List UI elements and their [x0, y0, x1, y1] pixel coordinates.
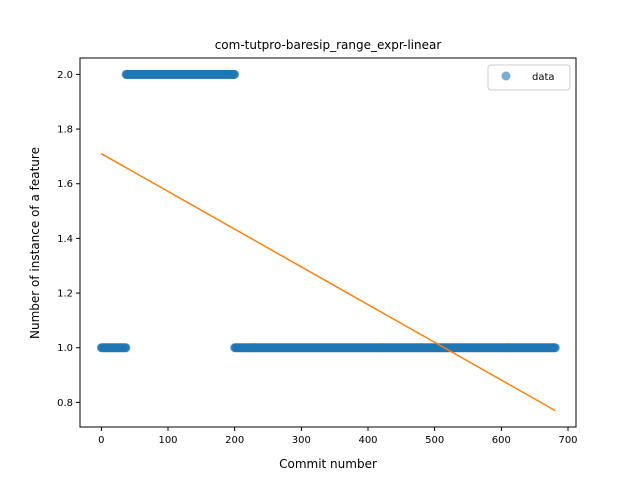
x-tick-label: 200	[225, 435, 244, 446]
y-tick-label: 1.6	[57, 179, 73, 190]
axes-frame	[79, 57, 577, 428]
legend-label-data: data	[532, 72, 555, 83]
data-point	[121, 343, 131, 353]
chart-title: com-tutpro-baresip_range_expr-linear	[215, 38, 442, 52]
y-tick-label: 1.0	[57, 343, 73, 354]
plot-area	[96, 69, 560, 412]
x-tick-label: 500	[425, 435, 444, 446]
legend: data	[487, 64, 571, 91]
x-tick-label: 600	[492, 435, 511, 446]
linear-fit-line	[100, 153, 556, 412]
y-tick-label: 0.8	[57, 398, 73, 409]
axes-ticks: 0 100 200 300 400 500 600 700 0.8 1.0 1.2 1.4 1.6 1.8…	[57, 70, 577, 446]
x-tick-label: 0	[98, 435, 104, 446]
data-point	[550, 343, 560, 353]
data-point	[230, 69, 240, 79]
y-axis-label: Number of instance of a feature	[28, 147, 42, 339]
x-axis-label: Commit number	[279, 457, 377, 471]
y-tick-label: 1.2	[57, 289, 73, 300]
legend-box	[487, 64, 571, 91]
x-tick-label: 300	[292, 435, 311, 446]
x-tick-label: 100	[158, 435, 177, 446]
x-tick-label: 700	[558, 435, 577, 446]
y-tick-label: 1.8	[57, 125, 73, 136]
y-tick-label: 2.0	[57, 70, 73, 81]
legend-marker-data	[501, 71, 511, 81]
y-tick-label: 1.4	[57, 234, 73, 245]
x-tick-label: 400	[358, 435, 377, 446]
